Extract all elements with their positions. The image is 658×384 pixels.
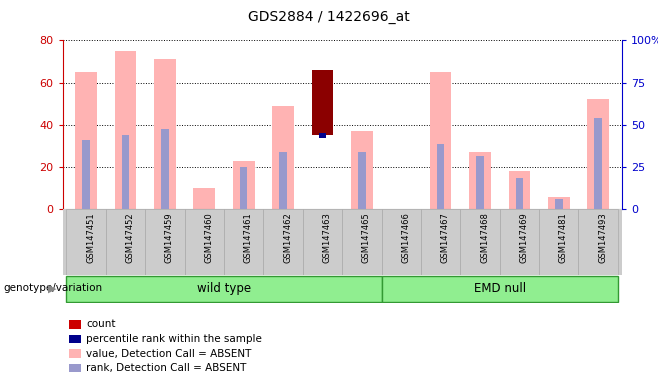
Bar [82, 140, 90, 209]
Bar [555, 199, 563, 209]
Bar [233, 161, 255, 209]
Text: GSM147461: GSM147461 [243, 213, 253, 263]
Bar [382, 276, 618, 302]
Text: GSM147463: GSM147463 [322, 213, 332, 263]
Bar [461, 209, 499, 275]
Bar [476, 157, 484, 209]
Text: GSM147468: GSM147468 [480, 213, 489, 263]
Bar [114, 51, 136, 209]
Text: GSM147469: GSM147469 [519, 213, 528, 263]
Bar [75, 72, 97, 209]
Bar [342, 209, 382, 275]
Text: percentile rank within the sample: percentile rank within the sample [86, 334, 262, 344]
Bar [548, 197, 570, 209]
Text: GDS2884 / 1422696_at: GDS2884 / 1422696_at [248, 10, 410, 23]
Bar [66, 276, 382, 302]
Text: ▶: ▶ [48, 283, 57, 293]
Bar [154, 59, 176, 209]
Bar [382, 209, 421, 275]
Bar [516, 178, 523, 209]
Bar [66, 209, 106, 275]
Bar [303, 209, 342, 275]
Bar [499, 209, 539, 275]
Bar [588, 99, 609, 209]
Text: GSM147451: GSM147451 [86, 213, 95, 263]
Text: GSM147493: GSM147493 [598, 213, 607, 263]
Text: wild type: wild type [197, 282, 251, 295]
Bar [430, 72, 451, 209]
Bar [539, 209, 578, 275]
Bar [469, 152, 491, 209]
Bar [185, 209, 224, 275]
Text: GSM147481: GSM147481 [559, 213, 568, 263]
Bar [437, 144, 444, 209]
Text: GSM147460: GSM147460 [204, 213, 213, 263]
Bar [240, 167, 247, 209]
Bar [358, 152, 366, 209]
Bar [161, 129, 168, 209]
Text: value, Detection Call = ABSENT: value, Detection Call = ABSENT [86, 349, 251, 359]
Bar [594, 118, 602, 209]
Text: count: count [86, 319, 116, 329]
Text: GSM147467: GSM147467 [441, 213, 449, 263]
Bar [106, 209, 145, 275]
Bar [578, 209, 618, 275]
Bar [193, 188, 215, 209]
Text: rank, Detection Call = ABSENT: rank, Detection Call = ABSENT [86, 363, 247, 373]
Bar [145, 209, 185, 275]
Text: GSM147459: GSM147459 [165, 213, 174, 263]
Bar [272, 106, 294, 209]
Text: genotype/variation: genotype/variation [3, 283, 103, 293]
Bar [318, 133, 326, 138]
Bar [312, 70, 334, 136]
Text: GSM147465: GSM147465 [362, 213, 371, 263]
Bar [421, 209, 461, 275]
Bar [224, 209, 263, 275]
Bar [509, 171, 530, 209]
Text: EMD null: EMD null [474, 282, 526, 295]
Text: GSM147462: GSM147462 [283, 213, 292, 263]
Text: GSM147452: GSM147452 [126, 213, 134, 263]
Bar [279, 152, 287, 209]
Bar [263, 209, 303, 275]
Bar [122, 136, 130, 209]
Text: GSM147466: GSM147466 [401, 213, 410, 263]
Bar [351, 131, 372, 209]
